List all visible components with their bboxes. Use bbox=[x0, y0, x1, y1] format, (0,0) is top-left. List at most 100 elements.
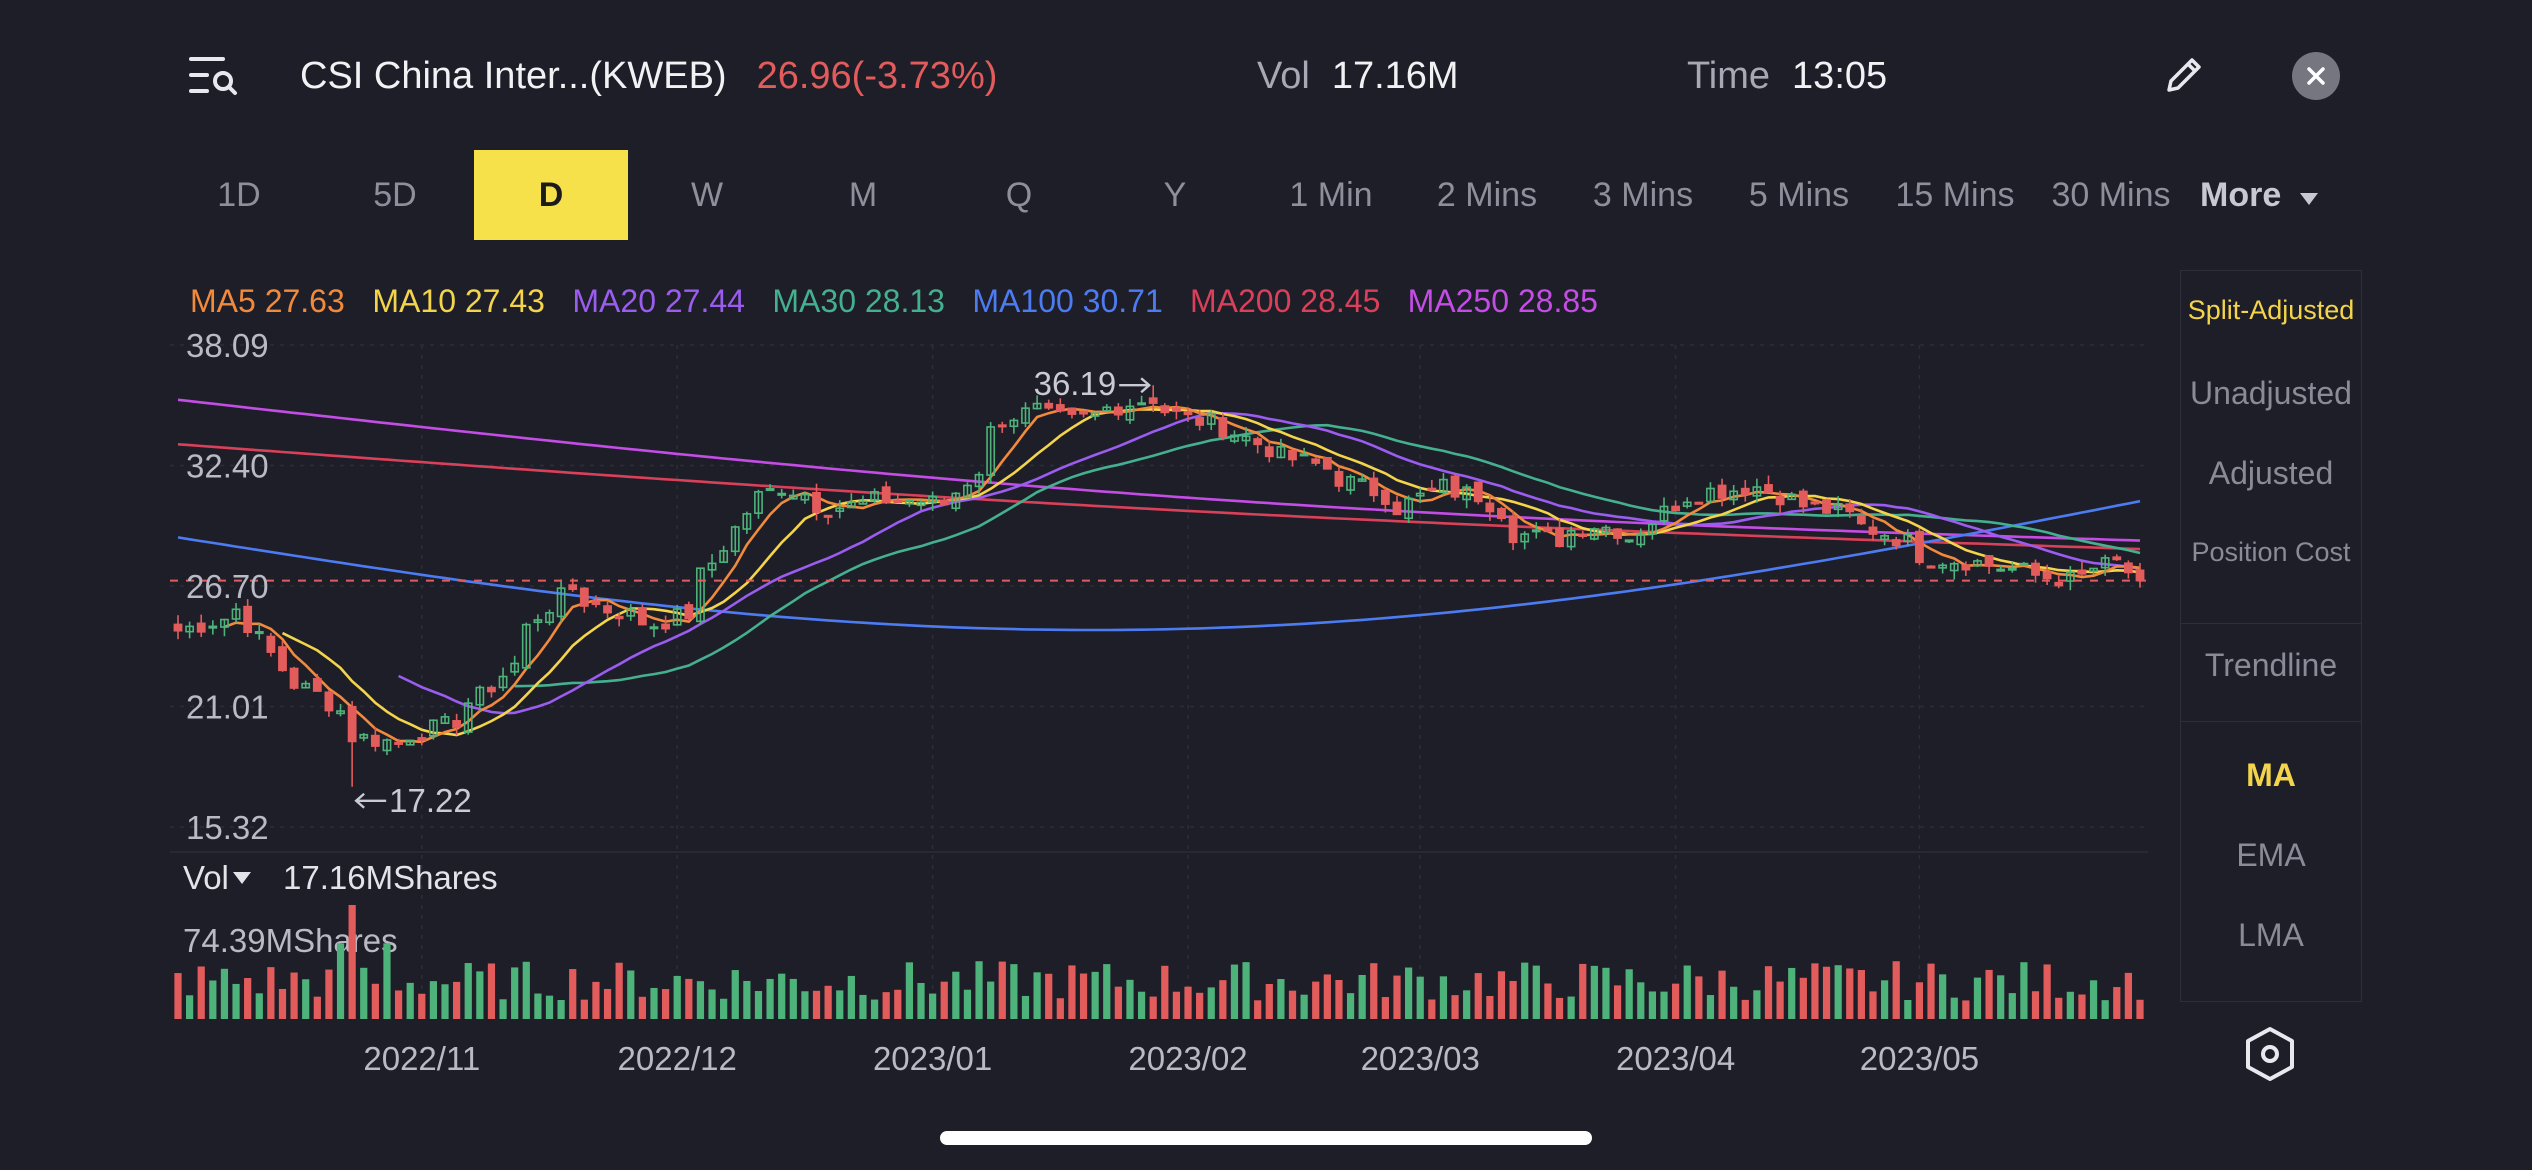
candle-body bbox=[1915, 530, 1924, 564]
candle bbox=[1160, 403, 1170, 417]
position-cost-option[interactable]: Position Cost bbox=[2191, 537, 2351, 567]
tab-1-min[interactable]: 1 Min bbox=[1289, 175, 1373, 214]
volume-bar bbox=[1625, 969, 1633, 1019]
volume-bar bbox=[580, 999, 588, 1019]
ma-option[interactable]: MA bbox=[2246, 757, 2296, 793]
candle-body bbox=[173, 623, 183, 632]
candle bbox=[382, 738, 392, 756]
candle-body bbox=[440, 716, 450, 725]
tab-m[interactable]: M bbox=[848, 175, 878, 214]
candle-body bbox=[521, 623, 531, 669]
candle-body bbox=[1090, 412, 1100, 417]
tab-30-mins[interactable]: 30 Mins bbox=[2051, 175, 2171, 214]
candle bbox=[1949, 561, 1959, 580]
volume-bar bbox=[1590, 965, 1598, 1019]
candle bbox=[1601, 524, 1611, 538]
candle-body bbox=[1624, 539, 1634, 543]
price-tick-label: 15.32 bbox=[186, 809, 269, 846]
candle bbox=[1682, 497, 1692, 509]
candle bbox=[696, 567, 705, 625]
candle-body bbox=[1067, 407, 1077, 415]
tab-5d[interactable]: 5D bbox=[373, 175, 417, 214]
volume-bar bbox=[464, 963, 472, 1019]
pencil-icon[interactable] bbox=[2157, 48, 2211, 102]
volume-bar bbox=[1567, 996, 1575, 1019]
hexagon-settings-icon[interactable] bbox=[2242, 1026, 2298, 1082]
volume-bar bbox=[952, 971, 960, 1019]
volume-bar bbox=[1312, 981, 1320, 1019]
volume-bar bbox=[476, 971, 484, 1019]
ma-legend-ma5: MA5 27.63 bbox=[190, 283, 345, 319]
unadjusted-option[interactable]: Unadjusted bbox=[2190, 375, 2352, 411]
candle bbox=[2112, 554, 2122, 561]
candle bbox=[1647, 523, 1657, 540]
candle-body bbox=[637, 607, 647, 626]
volume-bar bbox=[255, 993, 263, 1019]
candle bbox=[1555, 518, 1564, 548]
volume-bar bbox=[627, 970, 635, 1019]
candle-body bbox=[1601, 526, 1611, 534]
volume-bar bbox=[557, 1000, 565, 1019]
candle bbox=[1706, 482, 1715, 504]
volume-bar bbox=[453, 981, 461, 1019]
volume-bar bbox=[1648, 991, 1657, 1019]
price-chart[interactable]: MA5 27.63 MA10 27.43 MA20 27.44 MA30 28.13 M… bbox=[0, 0, 2180, 1110]
volume-bar bbox=[278, 988, 287, 1019]
candle bbox=[939, 497, 949, 506]
tab-w[interactable]: W bbox=[690, 175, 724, 214]
tab-y[interactable]: Y bbox=[1163, 175, 1187, 214]
volume-bar bbox=[685, 978, 693, 1019]
volume-bar bbox=[1683, 965, 1691, 1019]
ma-legend-ma200: MA200 28.45 bbox=[1190, 283, 1380, 319]
candle bbox=[1206, 410, 1216, 431]
candle-body bbox=[1206, 412, 1216, 425]
volume-bar bbox=[511, 967, 519, 1019]
tab-2-mins[interactable]: 2 Mins bbox=[1436, 175, 1538, 214]
volume-bar bbox=[313, 996, 321, 1019]
volume-current-label: 17.16MShares bbox=[283, 859, 498, 896]
more-dropdown[interactable]: More bbox=[2200, 150, 2319, 240]
candle bbox=[1822, 498, 1831, 515]
lma-option[interactable]: LMA bbox=[2238, 917, 2304, 953]
tab-q[interactable]: Q bbox=[1005, 175, 1033, 214]
close-icon[interactable] bbox=[2292, 52, 2340, 100]
tab-5-mins[interactable]: 5 Mins bbox=[1748, 175, 1850, 214]
volume-bar bbox=[1660, 991, 1668, 1019]
candle bbox=[1241, 426, 1251, 447]
candle bbox=[2007, 562, 2017, 573]
trendline-option[interactable]: Trendline bbox=[2204, 647, 2338, 683]
candle-body bbox=[1137, 402, 1146, 406]
candle-body bbox=[904, 499, 914, 505]
volume-bar bbox=[220, 968, 229, 1019]
candle-body bbox=[1264, 446, 1274, 458]
volume-bar bbox=[1010, 964, 1018, 1019]
volume-bar bbox=[1335, 979, 1343, 1019]
tab-d[interactable]: D bbox=[474, 150, 628, 240]
volume-bar bbox=[1555, 997, 1564, 1019]
adjusted-option[interactable]: Adjusted bbox=[2208, 455, 2334, 491]
ema-option[interactable]: EMA bbox=[2236, 837, 2306, 873]
tab-3-mins[interactable]: 3 Mins bbox=[1592, 175, 1694, 214]
tab-1d[interactable]: 1D bbox=[217, 175, 261, 214]
candle bbox=[1009, 418, 1019, 434]
volume-bar bbox=[1985, 969, 1993, 1019]
volume-bar bbox=[1207, 987, 1215, 1019]
instrument-name: CSI China Inter...(KWEB) bbox=[300, 54, 727, 97]
candle-body bbox=[1659, 505, 1669, 522]
list-search-icon[interactable] bbox=[185, 50, 241, 102]
vol-label: Vol bbox=[1257, 54, 1310, 97]
candle-body bbox=[1938, 564, 1948, 569]
max-price-label: 36.19 bbox=[1034, 365, 1117, 402]
candle bbox=[1137, 395, 1146, 406]
candle-body bbox=[2077, 569, 2087, 575]
candle-body bbox=[1148, 397, 1158, 404]
ma-legend-ma250: MA250 28.85 bbox=[1408, 283, 1598, 319]
tab-15-mins[interactable]: 15 Mins bbox=[1895, 175, 2015, 214]
min-marker-arrow bbox=[354, 792, 387, 809]
candle bbox=[823, 514, 833, 525]
candle-body bbox=[1984, 555, 1994, 567]
split-adjusted-option[interactable]: Split-Adjusted bbox=[2187, 295, 2355, 325]
candle-body bbox=[928, 495, 938, 503]
volume-bar bbox=[975, 961, 983, 1019]
candle-body bbox=[1311, 458, 1321, 464]
